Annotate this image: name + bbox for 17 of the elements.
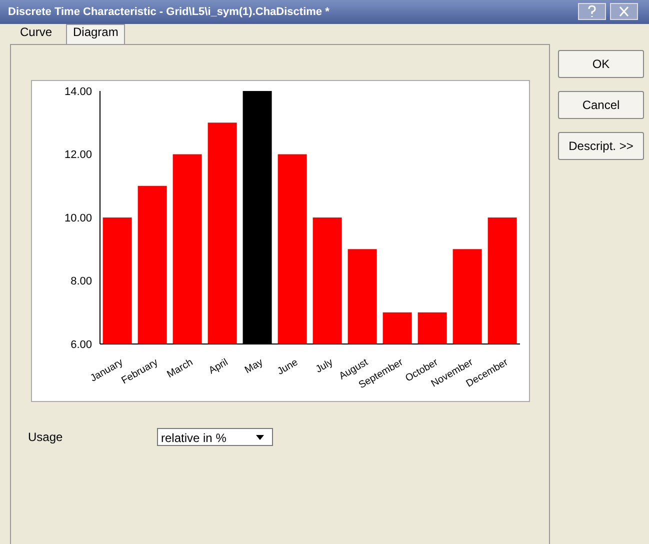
chart-title: Discrete Time Characteristic - Grid\L5\i_sym(1).ChaDisctime * [0,0,649,24]
y-tick-label: 8.00 [70,276,92,288]
x-tick-label: May [243,357,265,376]
text: OK [558,50,644,78]
text: relative in % [157,428,273,446]
y-tick-label: 6.00 [70,338,92,351]
y-tick-label: 14.00 [64,86,92,98]
text: Usage [28,430,63,444]
text: Cancel [558,91,644,119]
y-tick-label: 12.00 [64,149,92,162]
x-tick-label: April [207,357,230,377]
x-tick-label: June [276,356,300,378]
x-tick-label: July [314,357,335,376]
y-tick-label: 10.00 [64,212,92,224]
text: Descript. >> [558,132,644,160]
text: Curve [20,25,52,39]
text: Diagram [66,24,126,45]
